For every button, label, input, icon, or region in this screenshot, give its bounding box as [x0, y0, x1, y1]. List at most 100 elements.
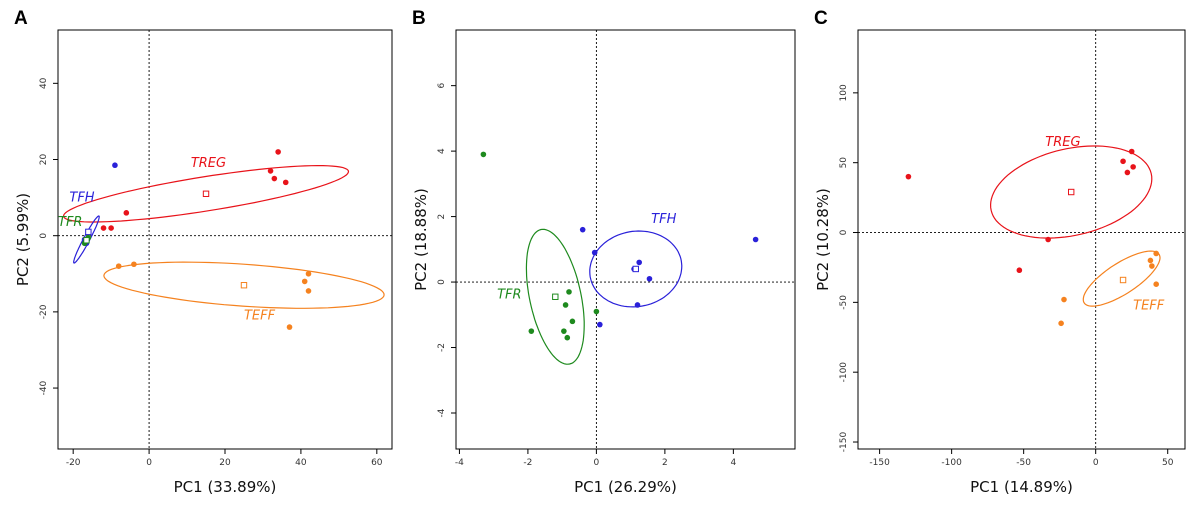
- point-tfr: [569, 318, 576, 325]
- x-axis-title: PC1 (26.29%): [574, 478, 677, 496]
- y-tick-label: -40: [39, 380, 49, 395]
- y-tick-label: 2: [437, 214, 447, 220]
- point-teff: [305, 270, 312, 277]
- ellipse-treg: [989, 145, 1153, 239]
- point-tfh: [634, 302, 641, 308]
- point-tfr: [562, 302, 569, 308]
- centroid-treg: [1067, 188, 1075, 196]
- x-tick-label: -20: [66, 458, 81, 468]
- x-tick-label: -150: [869, 458, 890, 468]
- plot-area: [62, 149, 385, 330]
- x-tick-label: -2: [523, 458, 532, 468]
- x-tick-label: 50: [1162, 458, 1174, 468]
- group-label-tfr: TFR: [58, 215, 82, 230]
- group-label-tfh: TFH: [69, 190, 94, 205]
- x-tick-label: -50: [1016, 458, 1031, 468]
- point-teff: [1058, 320, 1064, 327]
- y-tick-label: -4: [437, 408, 447, 417]
- y-tick-label: -50: [839, 295, 849, 310]
- point-teff: [305, 288, 312, 294]
- centroid-tfh: [85, 228, 92, 236]
- point-treg: [100, 225, 107, 231]
- centroid-tfr: [83, 237, 90, 244]
- point-treg: [123, 210, 130, 216]
- point-tfr: [566, 289, 572, 295]
- y-tick-label: -20: [39, 304, 49, 319]
- y-axis-title: PC2 (10.28%): [814, 188, 832, 291]
- ellipse-tfr: [525, 228, 585, 365]
- ellipse-treg: [62, 165, 350, 223]
- x-tick-label: 0: [1093, 458, 1099, 468]
- point-treg: [905, 173, 912, 180]
- ellipse-tfh: [73, 215, 100, 264]
- point-treg: [267, 168, 274, 174]
- y-tick-label: 50: [839, 157, 849, 169]
- y-tick-label: 0: [839, 229, 849, 235]
- point-teff: [301, 278, 308, 285]
- centroid-teff: [240, 282, 248, 289]
- point-tfr: [564, 334, 571, 341]
- x-tick-label: 0: [146, 458, 152, 468]
- x-tick-label: -4: [455, 458, 464, 468]
- y-axis-title: PC2 (5.99%): [14, 193, 32, 286]
- x-tick-label: 40: [295, 458, 307, 468]
- group-label-tfr: TFR: [497, 287, 521, 302]
- y-tick-label: 0: [437, 279, 447, 285]
- point-tfr: [593, 308, 600, 315]
- group-label-teff: TEFF: [244, 308, 276, 323]
- ellipse-teff: [103, 261, 385, 309]
- centroid-treg: [202, 190, 210, 197]
- panel-a: A -20 0 20 40 60 -40 -20 0 20 40 PC1 (33.89%) PC2 (5…: [14, 8, 393, 496]
- panel-b: B -4 -2 0 2 4 -4 -2 0 2 4 6 PC1 (26.29%) PC2 (18.88%)…: [412, 8, 796, 496]
- point-teff: [1149, 263, 1155, 269]
- point-tfh: [636, 259, 642, 266]
- point-treg: [1016, 267, 1023, 274]
- group-label-treg: TREG: [1045, 135, 1080, 150]
- y-tick-label: 40: [39, 77, 49, 89]
- group-label-teff: TEFF: [1133, 298, 1165, 313]
- y-tick-label: 20: [39, 154, 49, 166]
- centroid-teff: [1119, 276, 1127, 284]
- point-teff: [1061, 296, 1067, 303]
- point-teff: [115, 263, 122, 269]
- x-tick-label: 0: [594, 458, 600, 468]
- point-tfh: [646, 275, 653, 282]
- y-tick-label: -150: [839, 432, 849, 453]
- y-tick-label: 4: [437, 148, 447, 154]
- point-teff: [1153, 281, 1159, 287]
- y-tick-label: -100: [839, 362, 849, 383]
- ellipse-teff: [1082, 250, 1161, 307]
- centroid-tfr: [552, 293, 559, 300]
- x-tick-label: 20: [219, 458, 231, 468]
- point-treg: [1128, 148, 1135, 155]
- point-tfh: [591, 249, 598, 256]
- x-axis-title: PC1 (14.89%): [970, 478, 1073, 496]
- plot-area: [480, 151, 759, 365]
- point-teff: [131, 261, 137, 268]
- point-treg: [271, 175, 278, 182]
- point-tfr: [528, 328, 535, 334]
- point-tfr: [561, 328, 567, 334]
- point-teff: [1153, 250, 1159, 257]
- panel-letter: C: [814, 8, 828, 29]
- plot-frame: [455, 29, 796, 450]
- x-tick-label: 60: [371, 458, 383, 468]
- point-treg: [275, 149, 281, 155]
- plot-frame: [857, 29, 1186, 450]
- y-axis-title: PC2 (18.88%): [412, 188, 430, 291]
- x-tick-label: 4: [730, 458, 736, 468]
- point-tfh: [112, 162, 118, 169]
- point-tfh: [752, 236, 759, 243]
- point-teff: [286, 324, 293, 330]
- point-treg: [282, 179, 289, 186]
- y-tick-label: 0: [39, 233, 49, 239]
- point-teff: [1147, 257, 1154, 264]
- point-tfh: [597, 321, 603, 328]
- panel-letter: B: [412, 8, 426, 29]
- panel-c: C -150 -100 -50 0 50 -150 -100 -50 0 50 100 PC1 (14.…: [814, 8, 1186, 496]
- ellipse-tfh: [589, 230, 683, 308]
- plot-area: [905, 145, 1161, 327]
- point-treg: [108, 225, 114, 231]
- y-tick-label: -2: [437, 343, 447, 352]
